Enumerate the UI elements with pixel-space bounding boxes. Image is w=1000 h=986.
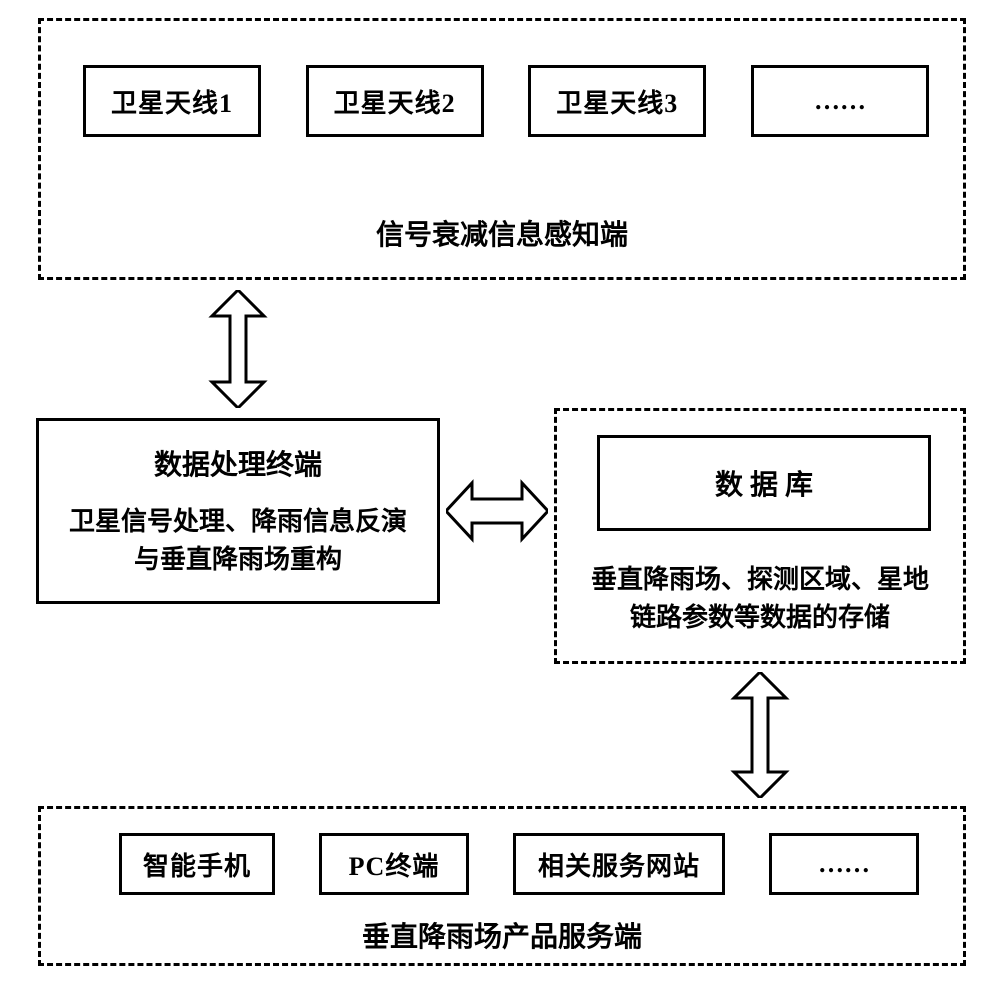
client-label-phone: 智能手机: [143, 846, 251, 883]
bottom-panel: 智能手机 PC终端 相关服务网站 …… 垂直降雨场产品服务端: [38, 806, 966, 966]
arrow-midleft-midright: [446, 471, 548, 551]
processing-terminal-box: 数据处理终端 卫星信号处理、降雨信息反演与垂直降雨场重构: [36, 418, 440, 604]
database-title: 数 据 库: [715, 463, 813, 503]
antenna-label-3: 卫星天线3: [556, 83, 678, 120]
database-title-box: 数 据 库: [597, 435, 931, 531]
antenna-box-more: ……: [751, 65, 929, 137]
client-box-phone: 智能手机: [119, 833, 275, 895]
antenna-label-1: 卫星天线1: [111, 83, 233, 120]
client-label-web: 相关服务网站: [538, 846, 700, 883]
top-panel: 卫星天线1 卫星天线2 卫星天线3 …… 信号衰减信息感知端: [38, 18, 966, 280]
client-label-more: ……: [818, 849, 870, 879]
client-box-pc: PC终端: [319, 833, 469, 895]
bottom-panel-label: 垂直降雨场产品服务端: [41, 915, 963, 955]
antenna-label-2: 卫星天线2: [334, 83, 456, 120]
processing-terminal-title: 数据处理终端: [154, 443, 322, 483]
top-panel-label: 信号衰减信息感知端: [41, 213, 963, 253]
arrow-midright-bottom: [720, 672, 800, 798]
antenna-box-1: 卫星天线1: [83, 65, 261, 137]
antenna-label-more: ……: [814, 86, 866, 116]
bottom-panel-row: 智能手机 PC终端 相关服务网站 ……: [119, 833, 919, 895]
client-label-pc: PC终端: [349, 846, 440, 883]
client-box-web: 相关服务网站: [513, 833, 725, 895]
antenna-box-2: 卫星天线2: [306, 65, 484, 137]
database-body: 垂直降雨场、探测区域、星地链路参数等数据的存储: [557, 561, 963, 636]
arrow-top-midleft: [198, 290, 278, 408]
top-panel-row: 卫星天线1 卫星天线2 卫星天线3 ……: [83, 65, 929, 137]
diagram-canvas: 卫星天线1 卫星天线2 卫星天线3 …… 信号衰减信息感知端 数据处理终端 卫星…: [0, 0, 1000, 986]
client-box-more: ……: [769, 833, 919, 895]
processing-terminal-body: 卫星信号处理、降雨信息反演与垂直降雨场重构: [57, 503, 419, 578]
antenna-box-3: 卫星天线3: [528, 65, 706, 137]
database-panel: 数 据 库 垂直降雨场、探测区域、星地链路参数等数据的存储: [554, 408, 966, 664]
